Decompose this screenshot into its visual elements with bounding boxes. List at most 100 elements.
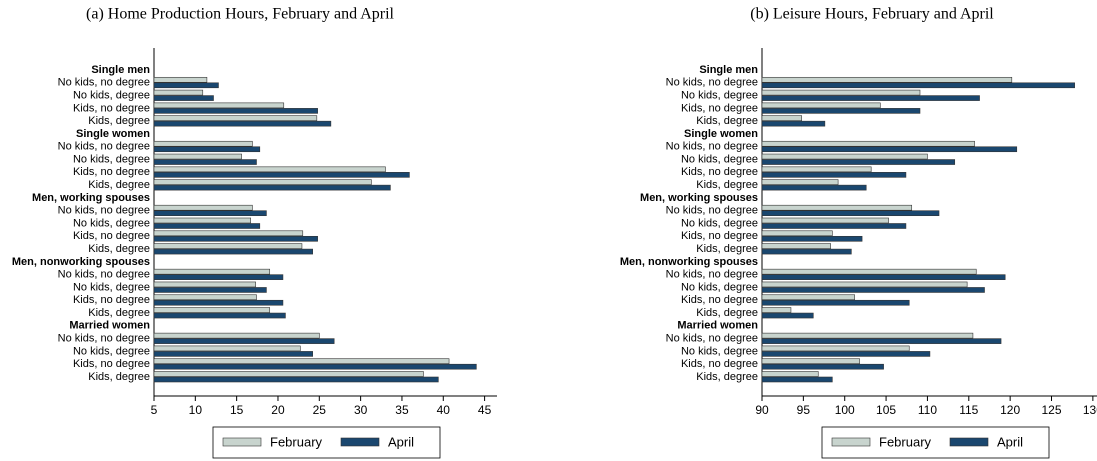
bar bbox=[153, 371, 424, 377]
bar bbox=[153, 230, 304, 237]
legend-label: April bbox=[388, 434, 414, 449]
bar bbox=[153, 89, 204, 96]
x-tick-label: 35 bbox=[395, 403, 409, 417]
bar bbox=[761, 312, 814, 319]
bar bbox=[153, 243, 303, 249]
bar bbox=[761, 376, 833, 383]
bar bbox=[153, 235, 318, 242]
bar bbox=[153, 146, 261, 153]
category-label: Kids, degree bbox=[696, 307, 758, 319]
bar bbox=[153, 140, 253, 147]
bar bbox=[761, 179, 839, 185]
x-tick-label: 95 bbox=[797, 403, 811, 417]
bar bbox=[153, 166, 386, 173]
bar bbox=[761, 204, 913, 211]
category-label: No kids, degree bbox=[681, 345, 758, 357]
x-tick-label: 40 bbox=[437, 403, 451, 417]
bar bbox=[153, 287, 267, 293]
bar bbox=[761, 184, 867, 191]
category-label: No kids, degree bbox=[681, 217, 758, 229]
group-label: Men, working spouses bbox=[32, 192, 150, 204]
bar bbox=[761, 248, 852, 255]
group-label: Men, nonworking spouses bbox=[12, 256, 150, 268]
bar bbox=[153, 159, 257, 165]
chart-title: (b) Leisure Hours, February and April bbox=[750, 6, 994, 23]
bar bbox=[153, 351, 313, 357]
group-label: Married women bbox=[69, 320, 150, 332]
category-label: Kids, degree bbox=[88, 179, 150, 191]
x-tick-label: 115 bbox=[959, 403, 978, 417]
bar bbox=[761, 210, 940, 217]
bar bbox=[153, 358, 450, 365]
group-label: Single men bbox=[91, 64, 150, 76]
category-label: No kids, degree bbox=[73, 281, 150, 293]
bar bbox=[153, 82, 219, 89]
x-tick-label: 20 bbox=[271, 403, 285, 417]
category-label: No kids, degree bbox=[73, 345, 150, 357]
category-label: Kids, degree bbox=[696, 115, 758, 127]
bar bbox=[153, 376, 439, 383]
bar bbox=[761, 338, 1002, 344]
bar bbox=[153, 338, 335, 344]
category-label: No kids, no degree bbox=[58, 269, 150, 281]
x-tick-label: 10 bbox=[189, 403, 203, 417]
bar bbox=[761, 351, 931, 357]
bar bbox=[761, 281, 968, 288]
category-label: No kids, degree bbox=[73, 153, 150, 165]
bar bbox=[153, 307, 271, 313]
category-label: Kids, no degree bbox=[681, 294, 758, 306]
bar bbox=[153, 248, 313, 255]
x-tick-label: 110 bbox=[918, 403, 937, 417]
bar bbox=[761, 120, 826, 127]
bar bbox=[153, 76, 208, 83]
bar bbox=[153, 299, 284, 306]
bar bbox=[761, 102, 881, 109]
legend-label: February bbox=[879, 434, 932, 449]
group-label: Men, nonworking spouses bbox=[620, 256, 758, 268]
bar bbox=[761, 287, 985, 293]
bar bbox=[153, 312, 286, 319]
bar bbox=[761, 115, 803, 121]
bar bbox=[153, 184, 391, 191]
bar bbox=[761, 345, 910, 352]
x-tick-label: 45 bbox=[478, 403, 492, 417]
legend-label: April bbox=[997, 434, 1023, 449]
bar bbox=[153, 172, 410, 178]
x-tick-label: 100 bbox=[835, 403, 855, 417]
bar bbox=[761, 230, 833, 237]
bar bbox=[761, 332, 974, 339]
bar bbox=[761, 82, 1075, 89]
x-tick-label: 15 bbox=[230, 403, 244, 417]
bar bbox=[153, 345, 301, 352]
bar bbox=[761, 217, 889, 224]
bar bbox=[761, 140, 975, 147]
category-label: Kids, no degree bbox=[681, 102, 758, 114]
bar bbox=[761, 243, 831, 249]
category-label: No kids, no degree bbox=[58, 205, 150, 217]
bar bbox=[761, 268, 977, 275]
category-label: Kids, degree bbox=[88, 307, 150, 319]
category-label: Kids, degree bbox=[696, 243, 758, 255]
bar bbox=[761, 146, 1018, 153]
bar bbox=[153, 210, 267, 217]
category-label: Kids, no degree bbox=[681, 358, 758, 370]
bar bbox=[761, 153, 928, 160]
category-label: Kids, no degree bbox=[73, 294, 150, 306]
bar bbox=[153, 223, 261, 229]
category-label: No kids, no degree bbox=[666, 141, 758, 153]
category-label: Kids, no degree bbox=[681, 166, 758, 178]
x-tick-label: 5 bbox=[151, 403, 158, 417]
bar bbox=[761, 166, 872, 173]
bar bbox=[761, 172, 907, 178]
bar bbox=[153, 281, 256, 288]
bar bbox=[761, 159, 956, 165]
legend-label: February bbox=[270, 434, 323, 449]
bar bbox=[761, 358, 860, 365]
bar bbox=[761, 299, 910, 306]
bar bbox=[761, 371, 819, 377]
category-label: Kids, no degree bbox=[73, 102, 150, 114]
category-label: Kids, degree bbox=[88, 371, 150, 383]
category-label: Kids, no degree bbox=[73, 230, 150, 242]
